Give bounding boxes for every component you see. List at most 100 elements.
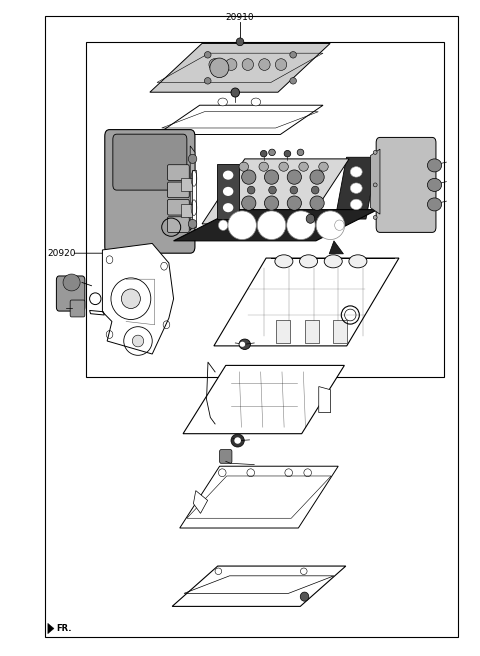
Ellipse shape — [290, 52, 297, 58]
Ellipse shape — [275, 255, 293, 268]
Ellipse shape — [223, 171, 233, 180]
FancyBboxPatch shape — [113, 134, 187, 190]
Polygon shape — [183, 365, 344, 434]
Polygon shape — [202, 159, 349, 224]
Bar — [180, 205, 192, 217]
Bar — [333, 320, 347, 342]
Ellipse shape — [279, 162, 288, 171]
Ellipse shape — [319, 162, 328, 171]
Ellipse shape — [284, 150, 291, 157]
Polygon shape — [214, 258, 399, 346]
FancyBboxPatch shape — [56, 276, 85, 311]
Ellipse shape — [239, 162, 249, 171]
Ellipse shape — [287, 170, 301, 184]
Polygon shape — [172, 566, 346, 606]
Ellipse shape — [269, 186, 276, 194]
Ellipse shape — [63, 274, 80, 291]
Ellipse shape — [231, 434, 244, 447]
FancyBboxPatch shape — [376, 137, 436, 232]
Ellipse shape — [226, 59, 237, 70]
Ellipse shape — [223, 203, 233, 213]
FancyBboxPatch shape — [168, 182, 189, 197]
Ellipse shape — [204, 52, 211, 58]
Ellipse shape — [335, 220, 344, 230]
Ellipse shape — [373, 150, 377, 154]
Polygon shape — [150, 43, 330, 92]
Ellipse shape — [427, 198, 442, 211]
Ellipse shape — [209, 59, 220, 70]
Polygon shape — [102, 243, 174, 354]
Ellipse shape — [210, 58, 229, 77]
FancyBboxPatch shape — [219, 449, 232, 463]
Bar — [276, 320, 290, 342]
Ellipse shape — [276, 59, 287, 70]
Bar — [46, 16, 458, 637]
Ellipse shape — [312, 186, 319, 194]
Ellipse shape — [427, 178, 442, 192]
Ellipse shape — [228, 211, 256, 239]
Bar — [304, 320, 319, 342]
Text: 20920: 20920 — [48, 249, 76, 258]
Ellipse shape — [316, 211, 345, 239]
Ellipse shape — [350, 199, 362, 210]
Ellipse shape — [121, 289, 140, 308]
Ellipse shape — [204, 77, 211, 84]
Ellipse shape — [218, 98, 228, 106]
FancyBboxPatch shape — [70, 300, 85, 317]
Ellipse shape — [324, 255, 342, 268]
Ellipse shape — [231, 88, 240, 97]
Text: FR.: FR. — [56, 624, 72, 633]
FancyBboxPatch shape — [168, 165, 189, 180]
Ellipse shape — [310, 196, 324, 211]
Ellipse shape — [239, 339, 251, 350]
Ellipse shape — [300, 592, 309, 601]
Ellipse shape — [240, 342, 245, 347]
Bar — [86, 42, 444, 377]
Ellipse shape — [300, 255, 318, 268]
Ellipse shape — [261, 150, 267, 157]
Polygon shape — [48, 623, 54, 634]
Ellipse shape — [290, 77, 297, 84]
Ellipse shape — [251, 98, 261, 106]
Ellipse shape — [188, 154, 197, 163]
Ellipse shape — [299, 162, 308, 171]
Ellipse shape — [218, 220, 228, 230]
FancyBboxPatch shape — [168, 216, 189, 232]
Polygon shape — [329, 241, 343, 254]
Ellipse shape — [349, 255, 367, 268]
Ellipse shape — [264, 196, 279, 211]
Ellipse shape — [290, 186, 298, 194]
Ellipse shape — [259, 59, 270, 70]
Ellipse shape — [241, 196, 256, 211]
Ellipse shape — [188, 219, 197, 228]
Ellipse shape — [427, 159, 442, 172]
Ellipse shape — [234, 438, 241, 443]
Polygon shape — [319, 386, 331, 413]
Ellipse shape — [242, 59, 253, 70]
Ellipse shape — [287, 211, 315, 239]
Bar — [192, 170, 196, 227]
Ellipse shape — [350, 183, 362, 194]
Ellipse shape — [373, 183, 377, 187]
FancyBboxPatch shape — [168, 199, 189, 215]
Ellipse shape — [269, 149, 276, 155]
FancyBboxPatch shape — [105, 130, 195, 253]
Ellipse shape — [223, 187, 233, 196]
Ellipse shape — [257, 211, 286, 239]
Ellipse shape — [297, 149, 304, 155]
Ellipse shape — [241, 170, 256, 184]
Ellipse shape — [236, 38, 244, 46]
Polygon shape — [193, 491, 208, 514]
Ellipse shape — [247, 186, 255, 194]
Bar — [217, 164, 239, 219]
Polygon shape — [180, 466, 338, 528]
Ellipse shape — [264, 170, 279, 184]
Ellipse shape — [373, 215, 377, 219]
Polygon shape — [335, 157, 377, 219]
Ellipse shape — [310, 170, 324, 184]
Polygon shape — [371, 149, 380, 214]
Ellipse shape — [306, 214, 315, 223]
Ellipse shape — [132, 335, 144, 347]
Polygon shape — [157, 105, 323, 134]
Polygon shape — [174, 210, 378, 241]
